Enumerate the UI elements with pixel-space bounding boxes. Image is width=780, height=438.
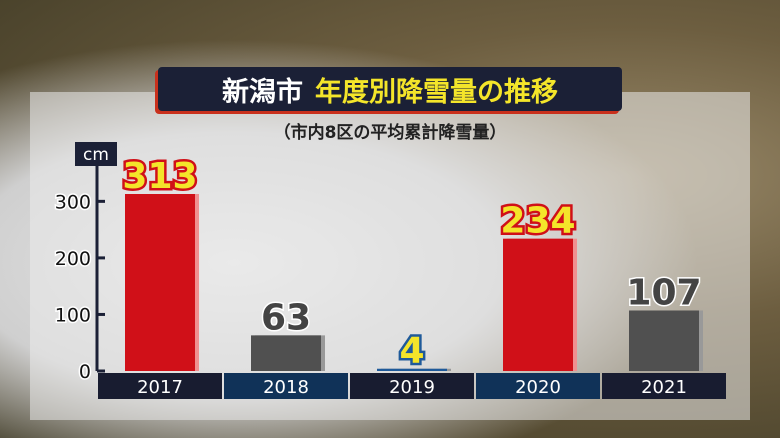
y-tick-label: 0 xyxy=(79,361,91,383)
x-tick-label: 2019 xyxy=(389,377,435,398)
y-tick-label: 200 xyxy=(55,248,91,270)
data-label-2020: 234 xyxy=(500,201,575,242)
bar-2020 xyxy=(503,238,573,371)
x-tick-label: 2018 xyxy=(263,377,309,398)
category-band xyxy=(98,373,222,399)
unit-label-box xyxy=(75,142,117,166)
y-tick-label: 100 xyxy=(55,304,91,326)
data-label-2017: 313 xyxy=(122,156,197,197)
bar-2019 xyxy=(377,368,447,371)
x-tick-label: 2020 xyxy=(515,377,561,398)
data-label-2018: 63 xyxy=(261,297,311,338)
title-main: 年度別降雪量の推移 xyxy=(315,76,558,108)
bar-2017 xyxy=(125,194,195,371)
data-label-2021: 107 xyxy=(626,272,701,313)
bar-2018 xyxy=(251,335,321,371)
y-tick-label: 300 xyxy=(55,191,91,213)
bar-2021 xyxy=(629,310,699,371)
x-tick-label: 2017 xyxy=(137,377,183,398)
category-band xyxy=(224,373,348,399)
category-band xyxy=(476,373,600,399)
data-label-2019: 4 xyxy=(399,331,424,372)
unit-label: cm xyxy=(83,145,109,165)
category-band xyxy=(350,373,474,399)
title-city: 新潟市 xyxy=(222,76,303,108)
x-tick-label: 2021 xyxy=(641,377,687,398)
chart-subtitle: （市内8区の平均累計降雪量） xyxy=(273,123,507,143)
chart-title: 新潟市 年度別降雪量の推移 xyxy=(158,67,622,111)
category-band xyxy=(602,373,726,399)
